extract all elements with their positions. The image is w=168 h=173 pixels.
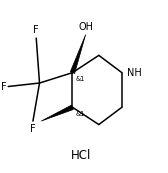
Polygon shape [41, 105, 73, 121]
Text: F: F [30, 124, 36, 134]
Text: NH: NH [127, 68, 142, 78]
Text: OH: OH [78, 22, 93, 32]
Text: F: F [1, 81, 6, 92]
Polygon shape [70, 35, 86, 74]
Text: &1: &1 [76, 111, 85, 117]
Text: &1: &1 [76, 76, 85, 82]
Text: HCl: HCl [71, 149, 91, 162]
Text: F: F [33, 25, 39, 35]
